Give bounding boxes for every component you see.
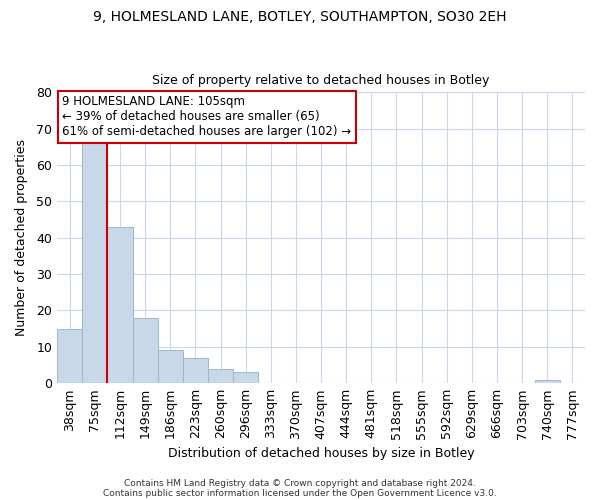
Bar: [107, 227, 133, 383]
Bar: [158, 350, 183, 383]
Text: Contains HM Land Registry data © Crown copyright and database right 2024.: Contains HM Land Registry data © Crown c…: [124, 478, 476, 488]
Bar: [183, 358, 208, 383]
Bar: [535, 380, 560, 383]
Text: Contains public sector information licensed under the Open Government Licence v3: Contains public sector information licen…: [103, 488, 497, 498]
Y-axis label: Number of detached properties: Number of detached properties: [15, 140, 28, 336]
X-axis label: Distribution of detached houses by size in Botley: Distribution of detached houses by size …: [168, 447, 475, 460]
Bar: [82, 140, 107, 383]
Bar: [208, 368, 233, 383]
Bar: [57, 328, 82, 383]
Text: 9 HOLMESLAND LANE: 105sqm
← 39% of detached houses are smaller (65)
61% of semi-: 9 HOLMESLAND LANE: 105sqm ← 39% of detac…: [62, 95, 352, 138]
Bar: [233, 372, 258, 383]
Bar: [133, 318, 158, 383]
Title: Size of property relative to detached houses in Botley: Size of property relative to detached ho…: [152, 74, 490, 87]
Text: 9, HOLMESLAND LANE, BOTLEY, SOUTHAMPTON, SO30 2EH: 9, HOLMESLAND LANE, BOTLEY, SOUTHAMPTON,…: [93, 10, 507, 24]
